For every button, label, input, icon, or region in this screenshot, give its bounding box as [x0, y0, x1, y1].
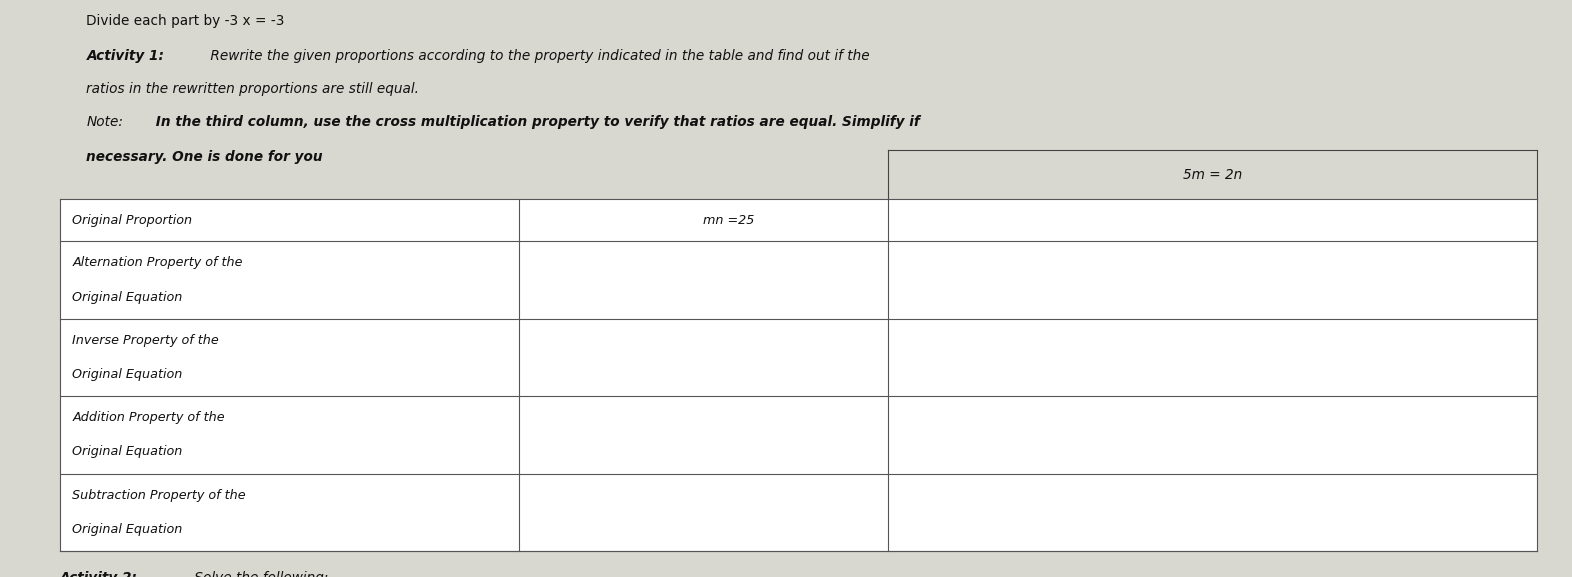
Text: ratios in the rewritten proportions are still equal.: ratios in the rewritten proportions are … — [86, 82, 420, 96]
Text: Activity 1:: Activity 1: — [86, 49, 165, 63]
Text: Inverse Property of the: Inverse Property of the — [72, 334, 219, 347]
Text: Alternation Property of the: Alternation Property of the — [72, 257, 242, 269]
Text: Subtraction Property of the: Subtraction Property of the — [72, 489, 245, 502]
Text: Divide each part by -3 x = -3: Divide each part by -3 x = -3 — [86, 14, 285, 28]
Text: mn =25: mn =25 — [704, 213, 755, 227]
Text: necessary. One is done for you: necessary. One is done for you — [86, 150, 324, 164]
Text: Addition Property of the: Addition Property of the — [72, 411, 225, 424]
Text: Activity 2:: Activity 2: — [60, 571, 138, 577]
Text: Original Equation: Original Equation — [72, 368, 182, 381]
Text: 5m = 2n: 5m = 2n — [1184, 167, 1242, 182]
Text: Note:: Note: — [86, 115, 124, 129]
Text: Solve the following:: Solve the following: — [190, 571, 329, 577]
Text: In the third column, use the cross multiplication property to verify that ratios: In the third column, use the cross multi… — [151, 115, 920, 129]
Text: Original Proportion: Original Proportion — [72, 213, 192, 227]
FancyBboxPatch shape — [60, 199, 1537, 551]
Text: Original Equation: Original Equation — [72, 445, 182, 458]
Text: Original Equation: Original Equation — [72, 523, 182, 536]
Text: Rewrite the given proportions according to the property indicated in the table a: Rewrite the given proportions according … — [206, 49, 869, 63]
Text: Original Equation: Original Equation — [72, 291, 182, 304]
